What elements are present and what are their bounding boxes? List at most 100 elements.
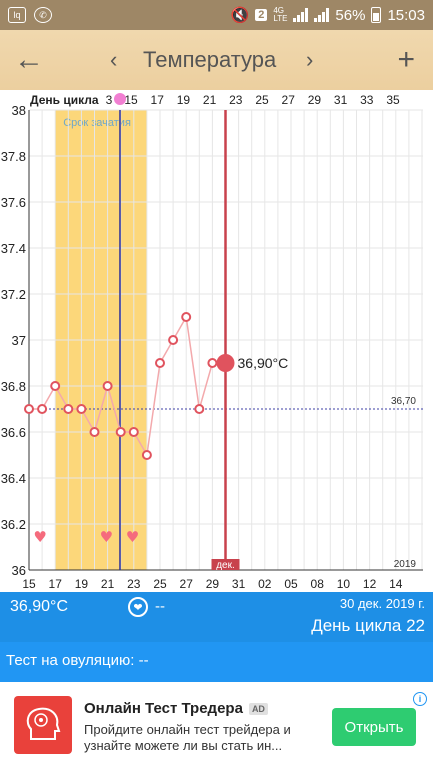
x-tick-label: 31	[232, 577, 246, 591]
x-tick-label: 19	[75, 577, 89, 591]
battery-icon	[371, 7, 382, 23]
ad-title[interactable]: Онлайн Тест Тредера AD	[84, 700, 268, 717]
cycle-day: День цикла 22	[311, 616, 425, 635]
top-tick-label: 25	[255, 93, 269, 107]
temperature-point	[181, 312, 192, 322]
x-tick-label: 08	[311, 577, 325, 591]
temperature-point	[76, 404, 87, 414]
y-tick-label: 37.2	[1, 287, 26, 302]
temperature-point	[63, 404, 74, 414]
page-title: Температура	[143, 47, 277, 72]
x-tick-label: 05	[284, 577, 298, 591]
temperature-point	[24, 404, 34, 414]
baseline-label: 36,70	[391, 396, 416, 407]
top-axis-label: День цикла	[30, 93, 99, 107]
ad-logo-icon[interactable]	[14, 696, 72, 754]
month-tag	[211, 559, 240, 570]
arrow-left-icon[interactable]: ←	[14, 43, 44, 76]
selected-date: 30 дек. 2019 г.	[339, 596, 425, 611]
whatsapp-icon: ✆	[34, 7, 52, 23]
fertile-label: Срок зачатия	[63, 117, 131, 129]
y-tick-label: 36.6	[1, 425, 26, 440]
ad-body: Пройдите онлайн тест трейдера и узнайте …	[84, 722, 291, 753]
year-label: 2019	[394, 559, 417, 570]
y-tick-label: 37.4	[1, 241, 26, 256]
top-tick-label: 3	[106, 93, 113, 107]
y-tick-label: 37	[12, 333, 26, 348]
month-label: дек.	[216, 560, 235, 571]
status-bar: lq ✆ 🔇 2 4G LTE 56% 15:03	[0, 0, 433, 30]
ad-tag: AD	[248, 703, 268, 716]
app-bar: ← ‹ Температура › +	[0, 30, 433, 90]
x-tick-label: 15	[22, 577, 36, 591]
top-tick-label: 33	[360, 93, 374, 107]
top-tick-label: 27	[282, 93, 296, 107]
x-tick-label: 25	[153, 577, 167, 591]
y-tick-label: 36.2	[1, 517, 26, 532]
temperature-point	[141, 450, 152, 460]
temperature-point	[155, 358, 165, 368]
info-bar: 36,90°C ❤ -- 30 дек. 2019 г. День цикла …	[0, 592, 433, 642]
temperature-point	[115, 427, 126, 437]
x-tick-label: 14	[389, 577, 403, 591]
ad-info-icon[interactable]: i	[413, 692, 427, 706]
top-tick-label: 15	[124, 93, 138, 107]
y-tick-label: 38	[12, 103, 26, 118]
x-tick-label: 12	[363, 577, 377, 591]
temperature-point	[128, 427, 139, 437]
y-tick-label: 37.8	[1, 149, 26, 164]
x-tick-label: 10	[337, 577, 351, 591]
chart-svg[interactable]: Срок зачатия 38 37.8 37.6 37.4 37.2 37 36.8 36.6…	[0, 90, 433, 592]
plus-icon[interactable]: +	[397, 43, 415, 76]
x-tick-label: 02	[258, 577, 272, 591]
selected-value-label: 36,90°C	[238, 355, 289, 371]
heart-icon: ♥	[126, 528, 139, 546]
battery-percent: 56%	[335, 6, 366, 24]
y-tick-label: 37.6	[1, 195, 26, 210]
heart-icon[interactable]: ❤	[128, 597, 148, 617]
ovulation-marker-icon	[114, 93, 126, 105]
temperature-point	[102, 381, 113, 391]
app-notification-icon: lq	[8, 7, 26, 23]
ovulation-test-row[interactable]: Тест на овуляцию: --	[0, 642, 433, 682]
temperature-point	[194, 404, 205, 414]
heart-icon: ♥	[33, 528, 46, 546]
ovulation-text: Тест на овуляцию: --	[6, 652, 149, 669]
signal2-icon	[314, 8, 330, 22]
open-button[interactable]: Открыть	[332, 708, 416, 746]
temperature-point	[168, 335, 179, 345]
heart-icon: ♥	[100, 528, 113, 546]
temperature-point	[50, 381, 61, 391]
sim-badge: 2	[255, 9, 268, 21]
network-type: 4G LTE	[273, 6, 288, 23]
x-tick-label: 21	[101, 577, 115, 591]
temperature-chart[interactable]: Срок зачатия 38 37.8 37.6 37.4 37.2 37 36.8 36.6…	[0, 90, 433, 592]
temperature-line	[29, 314, 226, 458]
chevron-right-icon[interactable]: ›	[306, 47, 314, 72]
chevron-left-icon[interactable]: ‹	[110, 47, 118, 72]
x-tick-label: 27	[180, 577, 194, 591]
mute-icon: 🔇	[230, 7, 250, 24]
x-tick-label: 29	[206, 577, 220, 591]
x-tick-label: 17	[49, 577, 63, 591]
x-tick-label: 23	[127, 577, 141, 591]
top-tick-label: 21	[203, 93, 217, 107]
top-tick-label: 17	[151, 93, 165, 107]
top-tick-label: 29	[308, 93, 322, 107]
temperature-point	[207, 358, 218, 368]
sex-value: --	[155, 598, 165, 615]
top-tick-label: 23	[229, 93, 243, 107]
signal-icon	[293, 8, 309, 22]
clock: 15:03	[387, 6, 425, 24]
ad-banner[interactable]: Онлайн Тест Тредера AD Пройдите онлайн те…	[0, 682, 433, 770]
y-tick-label: 36.4	[1, 471, 26, 486]
top-tick-label: 19	[177, 93, 191, 107]
y-tick-label: 36.8	[1, 379, 26, 394]
top-tick-label: 31	[334, 93, 348, 107]
temperature-point	[37, 404, 48, 414]
y-tick-label: 36	[12, 563, 26, 578]
selected-point	[216, 354, 235, 372]
temperature-value: 36,90°C	[10, 598, 68, 615]
temperature-point	[89, 427, 100, 437]
top-tick-label: 35	[386, 93, 400, 107]
